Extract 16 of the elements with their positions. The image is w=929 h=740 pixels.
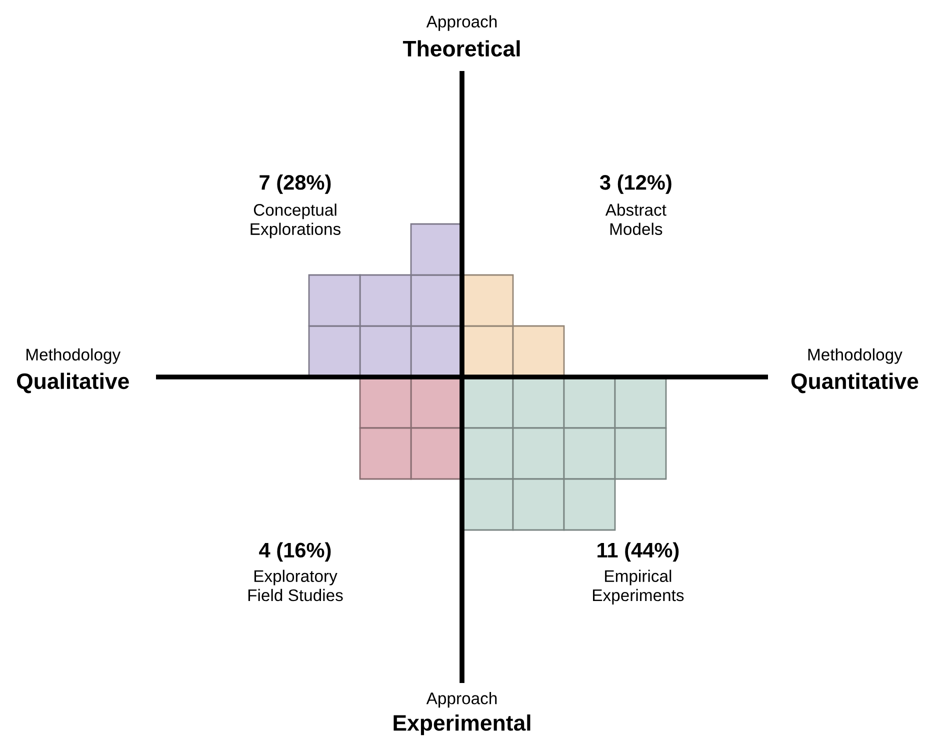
category-label: Conceptual Explorations <box>250 204 340 238</box>
text: Qualitative <box>16 372 129 394</box>
data-label: 7 (28%) <box>260 174 331 194</box>
category-label: Exploratory Field Studies <box>248 570 343 602</box>
text: Experimental <box>394 714 530 736</box>
data-label: 11 (44%) <box>598 542 679 562</box>
text: Methodology <box>808 348 902 364</box>
category-label: Empirical Experiments <box>593 570 684 604</box>
text: Approach <box>426 15 497 31</box>
text: Theoretical <box>402 40 520 57</box>
text: Approach <box>426 692 497 708</box>
text: Quantitative <box>791 372 918 394</box>
data-label: 4 (16%) <box>259 542 331 562</box>
data-label: 3 (12%) <box>600 174 672 194</box>
text: Methodology <box>26 348 121 364</box>
category-label: Abstract Models <box>605 204 666 235</box>
